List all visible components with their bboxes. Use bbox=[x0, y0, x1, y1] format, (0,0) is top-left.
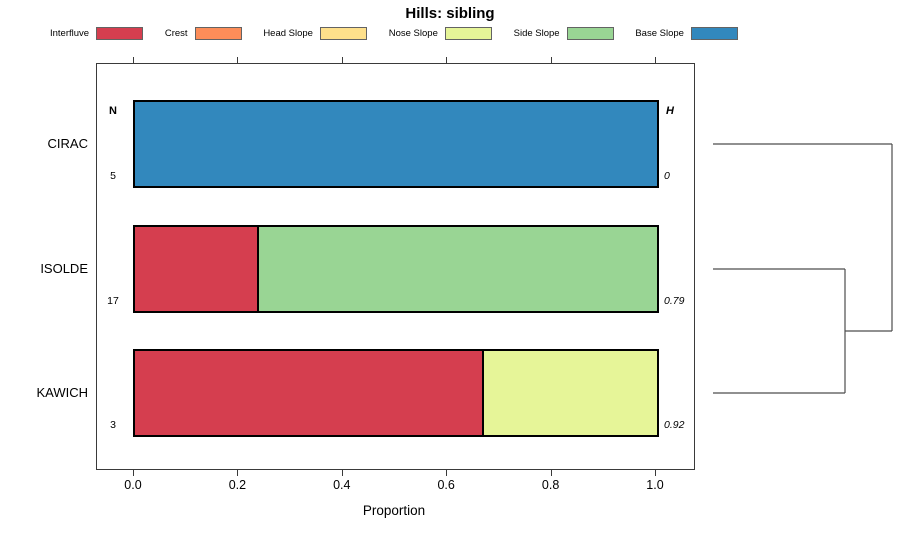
legend-swatch bbox=[690, 26, 738, 40]
legend-label: Side Slope bbox=[513, 27, 560, 39]
x-tick-top bbox=[133, 57, 134, 63]
x-tick bbox=[446, 470, 448, 476]
x-tick-top bbox=[341, 57, 343, 63]
legend-item: Nose Slope bbox=[388, 26, 492, 40]
legend-label: Base Slope bbox=[635, 27, 684, 39]
legend-item: Head Slope bbox=[263, 26, 367, 40]
h-value: 0.92 bbox=[664, 419, 685, 431]
plot-box bbox=[96, 63, 695, 470]
h-value: 0.79 bbox=[664, 295, 685, 307]
legend-swatch bbox=[566, 26, 614, 40]
x-tick-label: 1.0 bbox=[646, 478, 664, 492]
x-tick-top bbox=[446, 57, 448, 63]
x-tick-label: 0.6 bbox=[437, 478, 455, 492]
legend-label: Interfluve bbox=[50, 27, 90, 39]
y-axis-label: KAWICH bbox=[36, 385, 88, 400]
x-tick-label: 0.8 bbox=[541, 478, 560, 492]
x-tick-top bbox=[237, 57, 239, 63]
legend-swatch bbox=[319, 26, 367, 40]
y-axis-label: CIRAC bbox=[47, 136, 88, 151]
legend-item: Side Slope bbox=[513, 26, 614, 40]
x-tick-top bbox=[655, 57, 656, 63]
legend-label: Head Slope bbox=[263, 27, 313, 39]
y-axis-label: ISOLDE bbox=[40, 261, 88, 276]
legend-item: Crest bbox=[164, 26, 242, 40]
bar-row bbox=[133, 100, 659, 188]
legend-item: Interfluve bbox=[50, 26, 144, 40]
legend-label: Nose Slope bbox=[388, 27, 438, 39]
x-tick-label: 0.4 bbox=[333, 478, 351, 492]
bar-segment bbox=[135, 102, 657, 186]
x-tick bbox=[655, 470, 656, 476]
h-header: H bbox=[666, 105, 674, 117]
x-tick-label: 0.0 bbox=[124, 478, 142, 492]
bar-segment bbox=[135, 351, 482, 435]
legend-swatch bbox=[444, 26, 492, 40]
legend-label: Crest bbox=[164, 27, 188, 39]
bar-row bbox=[133, 349, 659, 437]
chart-title: Hills: sibling bbox=[405, 5, 495, 22]
bar-row bbox=[133, 225, 659, 313]
x-tick bbox=[550, 470, 552, 476]
n-value: 3 bbox=[110, 419, 116, 431]
n-value: 17 bbox=[107, 295, 119, 307]
n-value: 5 bbox=[110, 170, 116, 182]
h-value: 0 bbox=[664, 170, 670, 182]
bar-segment bbox=[257, 227, 657, 311]
legend: Interfluve Crest Head Slope Nose Slope Side … bbox=[50, 25, 738, 41]
x-tick bbox=[341, 470, 343, 476]
x-axis-title: Proportion bbox=[362, 503, 426, 518]
legend-item: Base Slope bbox=[635, 26, 738, 40]
legend-swatch bbox=[96, 26, 144, 40]
x-tick bbox=[237, 470, 239, 476]
x-tick bbox=[133, 470, 134, 476]
n-header: N bbox=[109, 105, 117, 117]
bar-segment bbox=[481, 351, 657, 435]
legend-swatch bbox=[194, 26, 242, 40]
x-tick-top bbox=[550, 57, 552, 63]
x-tick-label: 0.2 bbox=[228, 478, 247, 492]
bar-segment bbox=[135, 227, 258, 311]
